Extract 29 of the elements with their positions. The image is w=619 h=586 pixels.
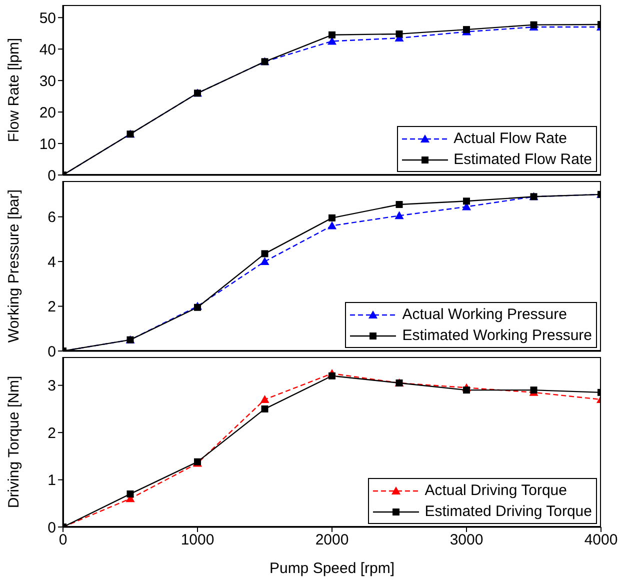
y-axis-title: Flow Rate [lpm] bbox=[6, 38, 22, 142]
y-tick-label: 0 bbox=[48, 519, 56, 536]
legend-label: Actual Working Pressure bbox=[402, 306, 567, 323]
x-tick-label: 2000 bbox=[315, 532, 349, 549]
y-tick-label: 1 bbox=[48, 472, 56, 490]
x-tick-label: 1000 bbox=[180, 532, 214, 549]
y-tick-label: 3 bbox=[48, 378, 56, 395]
x-axis-title: Pump Speed [rpm] bbox=[269, 560, 395, 577]
legend-label: Estimated Flow Rate bbox=[454, 151, 592, 168]
y-tick-label: 2 bbox=[48, 298, 56, 316]
legend-label: Actual Flow Rate bbox=[454, 130, 567, 147]
y-tick-label: 0 bbox=[48, 167, 56, 184]
y-tick-label: 6 bbox=[48, 209, 56, 226]
y-tick-label: 10 bbox=[39, 136, 56, 153]
y-axis-title: Driving Torque [Nm] bbox=[6, 376, 22, 508]
x-tick-label: 4000 bbox=[584, 532, 618, 549]
y-tick-label: 40 bbox=[39, 41, 56, 58]
y-tick-label: 4 bbox=[48, 254, 56, 271]
legend-label: Actual Driving Torque bbox=[424, 482, 567, 499]
y-tick-label: 50 bbox=[39, 10, 56, 27]
y-tick-label: 2 bbox=[48, 424, 56, 442]
x-tick-label: 0 bbox=[58, 532, 68, 549]
x-tick-label: 3000 bbox=[450, 532, 484, 549]
legend-label: Estimated Driving Torque bbox=[424, 503, 592, 520]
y-tick-label: 30 bbox=[39, 72, 56, 90]
y-tick-label: 0 bbox=[48, 343, 56, 360]
y-tick-label: 20 bbox=[39, 104, 56, 122]
y-axis-title: Working Pressure [bar] bbox=[6, 189, 22, 343]
legend-label: Estimated Working Pressure bbox=[402, 327, 592, 344]
